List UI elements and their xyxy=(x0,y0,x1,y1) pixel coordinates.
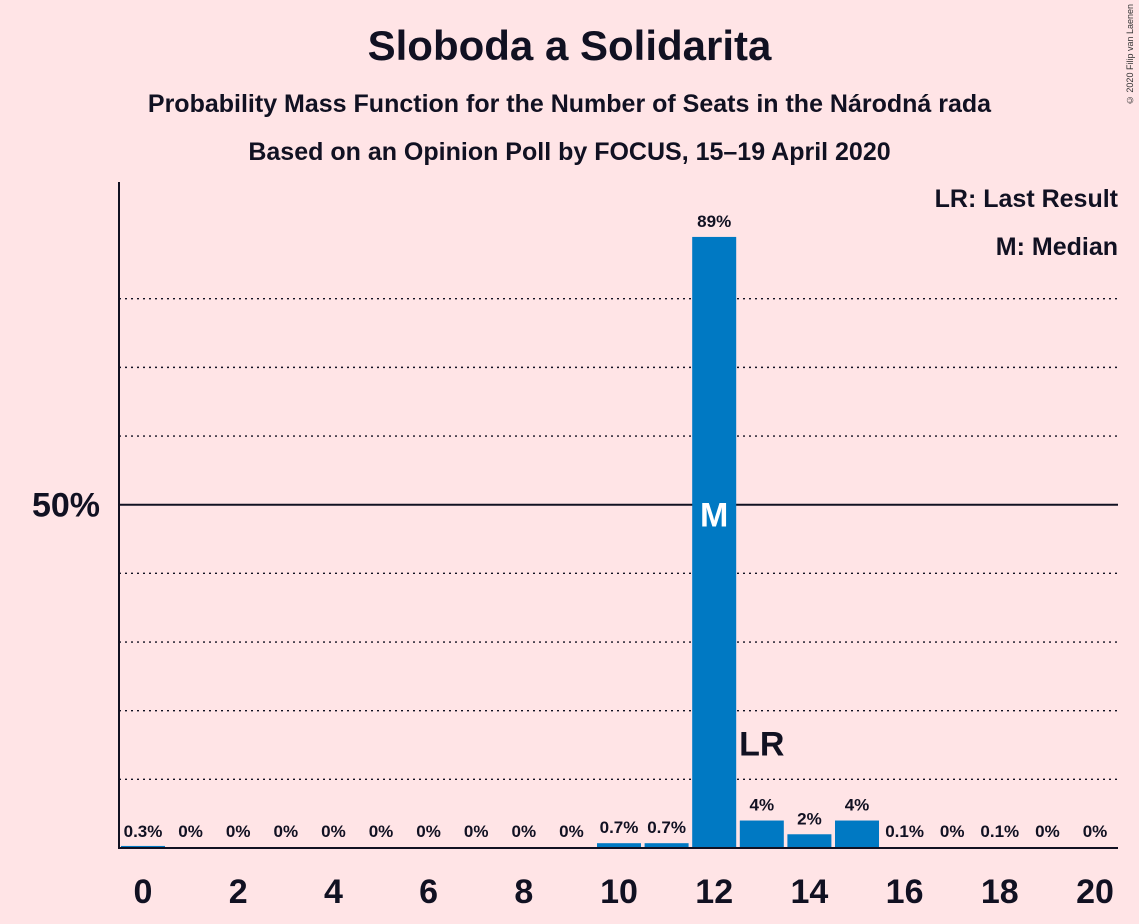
bar-value-label: 0% xyxy=(940,822,965,841)
x-tick-label: 20 xyxy=(1076,873,1114,911)
x-tick-label: 8 xyxy=(514,873,533,911)
bar-value-label: 0% xyxy=(464,822,489,841)
x-tick-label: 6 xyxy=(419,873,438,911)
bar-value-label: 0% xyxy=(226,822,251,841)
bar xyxy=(597,843,641,848)
bar-value-label: 0% xyxy=(178,822,203,841)
bar xyxy=(121,845,165,848)
bar xyxy=(835,820,879,848)
bar-value-label: 0.7% xyxy=(600,818,639,837)
bar-value-label: 0.7% xyxy=(647,818,686,837)
bar-value-label: 0% xyxy=(1035,822,1060,841)
chart-subtitle: Probability Mass Function for the Number… xyxy=(147,90,992,118)
bar xyxy=(692,236,737,848)
bar-value-label: 0% xyxy=(559,822,584,841)
bar-value-label: 4% xyxy=(845,796,870,815)
x-tick-label: 18 xyxy=(981,873,1019,911)
bar xyxy=(644,843,689,848)
bar-value-label: 0% xyxy=(321,822,346,841)
bar-value-label: 0% xyxy=(512,822,537,841)
x-tick-label: 12 xyxy=(695,873,733,911)
legend-last-result: LR: Last Result xyxy=(934,185,1118,213)
legend-median: M: Median xyxy=(995,233,1118,261)
bar-value-label: 0.1% xyxy=(980,822,1019,841)
chart-subtitle-poll: Based on an Opinion Poll by FOCUS, 15–19… xyxy=(248,138,891,166)
chart-title: Sloboda a Solidarita xyxy=(367,22,772,69)
x-tick-label: 14 xyxy=(790,873,828,911)
x-tick-label: 0 xyxy=(134,873,153,911)
x-tick-label: 10 xyxy=(600,873,638,911)
bar xyxy=(787,834,832,848)
bar-value-label: 2% xyxy=(797,809,822,828)
bar-value-label: 89% xyxy=(697,212,731,231)
bar-value-label: 4% xyxy=(750,796,775,815)
bar-value-label: 0% xyxy=(274,822,299,841)
bar-value-label: 0.1% xyxy=(885,822,924,841)
x-tick-label: 4 xyxy=(324,873,343,911)
last-result-marker: LR xyxy=(739,725,784,763)
x-tick-label: 2 xyxy=(229,873,248,911)
bar-value-label: 0.3% xyxy=(124,822,163,841)
median-marker: M xyxy=(700,496,728,534)
x-tick-label: 16 xyxy=(886,873,924,911)
y-tick-label: 50% xyxy=(32,487,100,525)
bar-value-label: 0% xyxy=(369,822,394,841)
bar xyxy=(739,820,784,848)
bar-value-label: 0% xyxy=(416,822,441,841)
bar-value-label: 0% xyxy=(1083,822,1108,841)
